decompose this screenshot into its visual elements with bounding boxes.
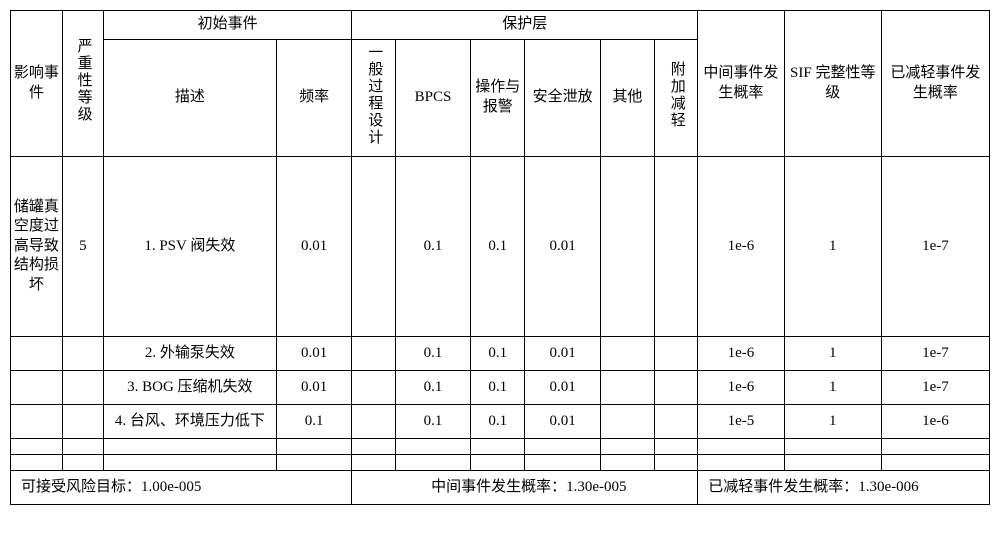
- cell-safety-release: 0.01: [525, 157, 601, 337]
- cell-sif-integrity: 1: [784, 157, 881, 337]
- cell-safety-release: 0.01: [525, 405, 601, 439]
- summary-row: 可接受风险目标：1.00e-005 中间事件发生概率：1.30e-005 已减轻…: [11, 471, 990, 505]
- cell-intermediate-prob: 1e-6: [698, 371, 784, 405]
- cell-other: [600, 371, 654, 405]
- cell-sif-integrity: 1: [784, 337, 881, 371]
- cell-description: 3. BOG 压缩机失效: [103, 371, 276, 405]
- cell-other: [600, 337, 654, 371]
- header-safety-release: 安全泄放: [525, 39, 601, 157]
- header-general-process: 一般过程设计: [352, 39, 395, 157]
- table-row: 2. 外输泵失效 0.01 0.1 0.1 0.01 1e-6 1 1e-7: [11, 337, 990, 371]
- table-row: 储罐真空度过高导致结构损坏 5 1. PSV 阀失效 0.01 0.1 0.1 …: [11, 157, 990, 337]
- cell-frequency: 0.01: [276, 157, 352, 337]
- cell-additional-mitigation: [654, 157, 697, 337]
- cell-mitigated-prob: 1e-7: [881, 337, 989, 371]
- cell-additional-mitigation: [654, 337, 697, 371]
- header-bpcs: BPCS: [395, 39, 471, 157]
- cell-operation-alarm: 0.1: [471, 405, 525, 439]
- cell-mitigated-prob: 1e-7: [881, 371, 989, 405]
- header-mitigated-prob: 已减轻事件发生概率: [881, 11, 989, 157]
- summary-acceptable-risk: 可接受风险目标：1.00e-005: [11, 471, 352, 505]
- cell-safety-release: 0.01: [525, 337, 601, 371]
- header-impact-event: 影响事件: [11, 11, 63, 157]
- cell-sif-integrity: 1: [784, 405, 881, 439]
- cell-mitigated-prob: 1e-6: [881, 405, 989, 439]
- lopa-table: 影响事件 严重性等级 初始事件 保护层 中间事件发生概率 SIF 完整性等级 已…: [10, 10, 990, 505]
- header-protection-layer: 保护层: [352, 11, 698, 40]
- cell-severity: [62, 337, 103, 371]
- cell-severity: [62, 371, 103, 405]
- header-operation-alarm: 操作与报警: [471, 39, 525, 157]
- header-other: 其他: [600, 39, 654, 157]
- cell-bpcs: 0.1: [395, 157, 471, 337]
- table-header: 影响事件 严重性等级 初始事件 保护层 中间事件发生概率 SIF 完整性等级 已…: [11, 11, 990, 157]
- cell-general-process: [352, 405, 395, 439]
- cell-frequency: 0.1: [276, 405, 352, 439]
- cell-operation-alarm: 0.1: [471, 337, 525, 371]
- cell-bpcs: 0.1: [395, 405, 471, 439]
- table-body: 储罐真空度过高导致结构损坏 5 1. PSV 阀失效 0.01 0.1 0.1 …: [11, 157, 990, 505]
- cell-additional-mitigation: [654, 371, 697, 405]
- header-additional-mitigation: 附加减轻: [654, 39, 697, 157]
- cell-bpcs: 0.1: [395, 337, 471, 371]
- cell-intermediate-prob: 1e-5: [698, 405, 784, 439]
- cell-general-process: [352, 371, 395, 405]
- header-sif-integrity: SIF 完整性等级: [784, 11, 881, 157]
- cell-operation-alarm: 0.1: [471, 157, 525, 337]
- cell-bpcs: 0.1: [395, 371, 471, 405]
- cell-additional-mitigation: [654, 405, 697, 439]
- cell-general-process: [352, 337, 395, 371]
- table-row: 3. BOG 压缩机失效 0.01 0.1 0.1 0.01 1e-6 1 1e…: [11, 371, 990, 405]
- header-initial-event: 初始事件: [103, 11, 352, 40]
- cell-impact-event: [11, 405, 63, 439]
- summary-intermediate-event: 中间事件发生概率：1.30e-005: [352, 471, 698, 505]
- cell-description: 1. PSV 阀失效: [103, 157, 276, 337]
- cell-safety-release: 0.01: [525, 371, 601, 405]
- cell-other: [600, 157, 654, 337]
- cell-impact-event: 储罐真空度过高导致结构损坏: [11, 157, 63, 337]
- cell-frequency: 0.01: [276, 371, 352, 405]
- cell-severity: 5: [62, 157, 103, 337]
- cell-mitigated-prob: 1e-7: [881, 157, 989, 337]
- cell-intermediate-prob: 1e-6: [698, 337, 784, 371]
- cell-description: 4. 台风、环境压力低下: [103, 405, 276, 439]
- cell-description: 2. 外输泵失效: [103, 337, 276, 371]
- cell-intermediate-prob: 1e-6: [698, 157, 784, 337]
- header-intermediate-prob: 中间事件发生概率: [698, 11, 784, 157]
- cell-sif-integrity: 1: [784, 371, 881, 405]
- cell-severity: [62, 405, 103, 439]
- table-row: 4. 台风、环境压力低下 0.1 0.1 0.1 0.01 1e-5 1 1e-…: [11, 405, 990, 439]
- cell-impact-event: [11, 337, 63, 371]
- empty-row: [11, 455, 990, 471]
- cell-general-process: [352, 157, 395, 337]
- header-frequency: 频率: [276, 39, 352, 157]
- header-description: 描述: [103, 39, 276, 157]
- cell-frequency: 0.01: [276, 337, 352, 371]
- header-severity: 严重性等级: [62, 11, 103, 157]
- summary-mitigated-event: 已减轻事件发生概率：1.30e-006: [698, 471, 990, 505]
- cell-other: [600, 405, 654, 439]
- cell-operation-alarm: 0.1: [471, 371, 525, 405]
- cell-impact-event: [11, 371, 63, 405]
- empty-row: [11, 439, 990, 455]
